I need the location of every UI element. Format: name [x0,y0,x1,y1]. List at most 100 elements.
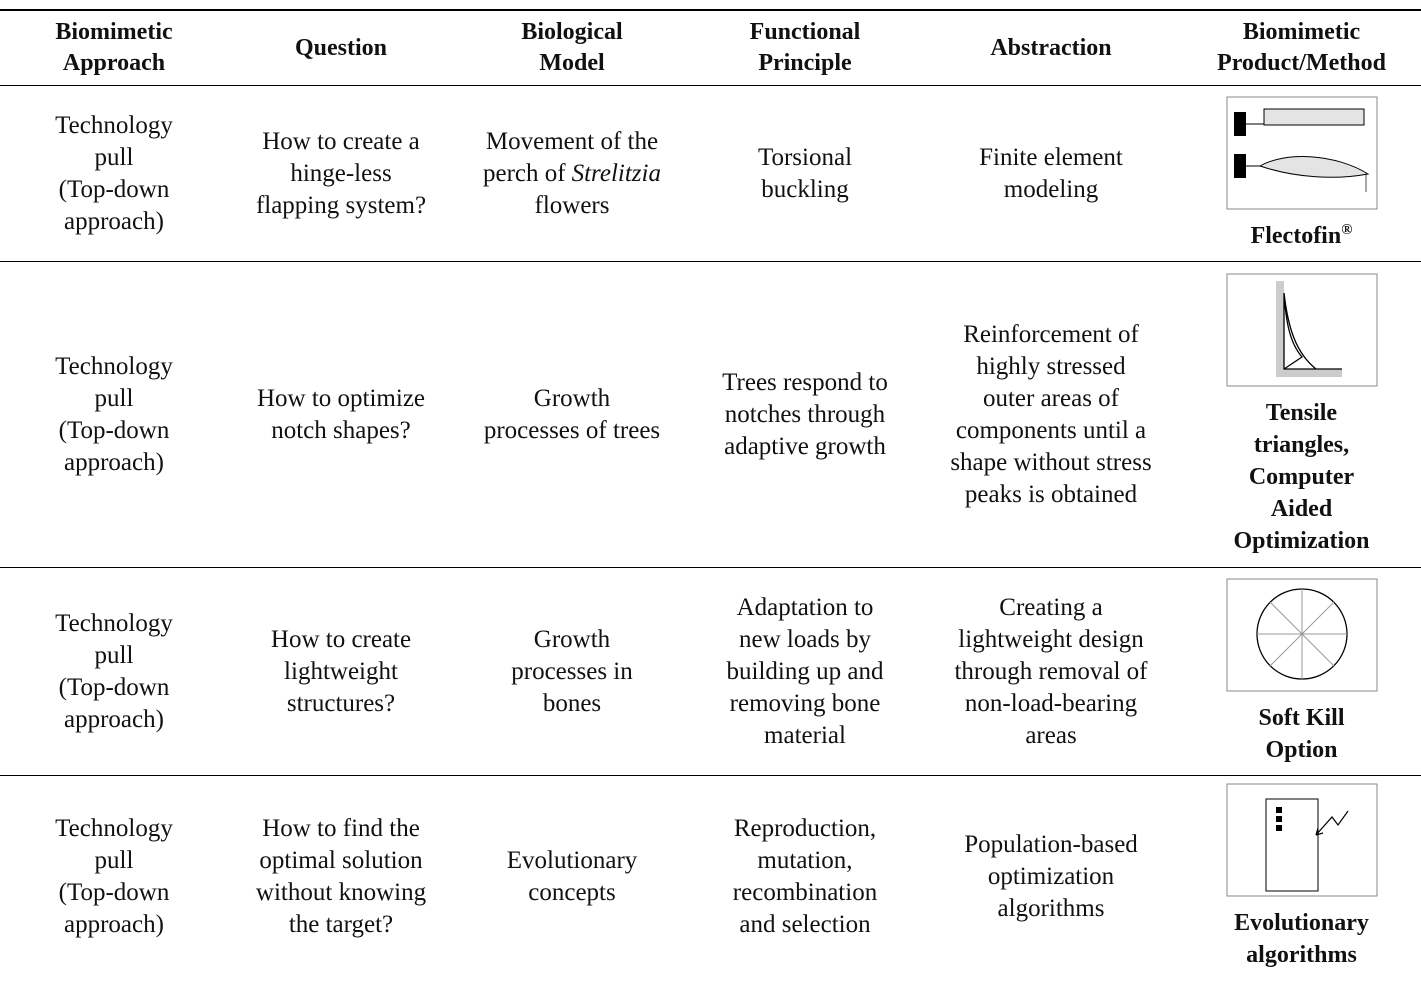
table-cell: Reinforcement of highly stressed outer are… [920,262,1182,568]
cell-text: hinge-less [290,159,392,187]
table-cell: Movement of the perch of Strelitzia flowers [454,86,690,262]
product-name: Flectofin® [1251,220,1353,252]
cell-text: material [764,721,846,749]
cell-text: Population-based [964,831,1138,859]
table-cell: Trees respond to notches through adaptive … [690,262,920,568]
cell-text: Reproduction, [733,815,877,843]
cell-text: Creating a [999,593,1103,621]
header-cell: Functional Principle [690,10,920,86]
cell-text: Movement of the [485,127,659,155]
cell-text: highly stressed [976,352,1126,380]
cell-text: building up and [726,657,884,685]
table-row: Technology pull (Top-down approach) How to c… [0,86,1421,262]
cell-text: Growth [533,625,611,653]
cell-text: Model [539,50,605,76]
cell-text: Product/Method [1217,50,1386,76]
product: Tensile triangles, Computer Aided Optimizati… [1182,273,1421,557]
cell-text: Biomimetic [1242,19,1361,45]
cell-text: adaptive growth [724,432,886,460]
cell-text: pull [94,143,134,171]
cell-text: Approach [62,50,166,76]
cell-text: perch of [483,159,566,187]
table-cell: Technology pull (Top-down approach) [0,86,228,262]
cell-text: pull [94,384,134,412]
cell-text: Computer [1248,463,1355,490]
cell-text: Evolutionary [1234,910,1369,937]
product-name: Evolutionary algorithms [1234,907,1369,971]
product-name: Tensile triangles, Computer Aided Optimizati… [1234,397,1370,557]
cell-text: Adaptation to [736,593,874,621]
cell-text: lightweight design [958,625,1144,653]
cell-text: notch shapes? [271,416,411,444]
cell-text: (Top-down [58,673,170,701]
cell-text: Evolutionary [506,847,638,875]
cell-text: components until a [955,416,1147,444]
table-cell: Creating a lightweight design through remo… [920,568,1182,776]
cell-text: Principle [758,50,852,76]
page: Biomimetic Approach Question Biological Mode… [0,9,1421,988]
cell-text: without knowing [255,879,427,907]
cell-text: (Top-down [58,175,170,203]
table-cell: How to create lightweight structures? [228,568,454,776]
flectofin-icon [1226,96,1377,209]
product: Flectofin® [1182,96,1421,252]
cell-text: new loads by [739,625,871,653]
cell-text: shape without stress [950,448,1152,476]
cell-text: algorithms [1246,942,1357,969]
cell-text: optimization [987,863,1115,891]
product-cell: Flectofin® [1182,86,1421,262]
cell-text: optimal solution [259,847,423,875]
cell-text: How to find the [262,815,420,843]
cell-text: Soft Kill [1258,704,1345,731]
header-row: Biomimetic Approach Question Biological Mode… [0,10,1421,86]
cell-text: Technology [55,352,173,380]
cell-text: peaks is obtained [964,480,1138,508]
cell-text: notches through [724,400,886,428]
cell-text: How to optimize [256,384,426,412]
cell-text: the target? [288,911,394,939]
cell-text: How to create [270,625,412,653]
cell-text: areas [1025,721,1077,749]
cell-text: Reinforcement of [963,320,1139,348]
cell-text: Biomimetic [55,19,173,45]
cell-text: Strelitzia [571,159,661,187]
cell-text: buckling [761,175,849,203]
product-text: Flectofin [1250,222,1342,249]
cell-text: Technology [55,815,173,843]
product-name: Soft Kill Option [1258,702,1344,766]
table-body: Technology pull (Top-down approach) How to c… [0,86,1421,979]
cell-text: (Top-down [58,416,170,444]
cell-text: Torsional [757,143,853,171]
cell-text: (Top-down [58,879,170,907]
cell-text: outer areas of [982,384,1120,412]
table-cell: Technology pull (Top-down approach) [0,568,228,776]
cell-text: Abstraction [990,34,1112,61]
soft-kill-icon [1226,578,1377,691]
table-cell: Torsional buckling [690,86,920,262]
cell-text: Finite element [979,143,1123,171]
cell-text: Biological [521,19,623,45]
cell-text: and selection [739,911,871,939]
cell-text: pull [94,847,134,875]
cell-text: flowers [534,191,610,219]
table-cell: Adaptation to new loads by building up and… [690,568,920,776]
table-cell: Population-based optimization algorithms [920,776,1182,979]
cell-text: Trees respond to [722,368,888,396]
table-row: Technology pull (Top-down approach) How to o… [0,262,1421,568]
cell-text: structures? [286,689,396,717]
cell-text: non-load-bearing [964,689,1138,717]
table-cell: Technology pull (Top-down approach) [0,776,228,979]
cell-text: Growth [533,384,611,412]
cell-text: algorithms [997,895,1105,923]
registered-mark: ® [1341,221,1353,238]
cell-text: Aided [1270,495,1333,522]
evolutionary-icon [1226,783,1377,897]
header-cell: Abstraction [920,10,1182,86]
header-cell: Biological Model [454,10,690,86]
product: Evolutionary algorithms [1182,783,1421,971]
cell-text: processes in [511,657,633,685]
cell-text: Optimization [1233,527,1370,554]
cell-text: through removal of [954,657,1148,685]
cell-text: processes of trees [483,416,661,444]
table-cell: How to optimize notch shapes? [228,262,454,568]
